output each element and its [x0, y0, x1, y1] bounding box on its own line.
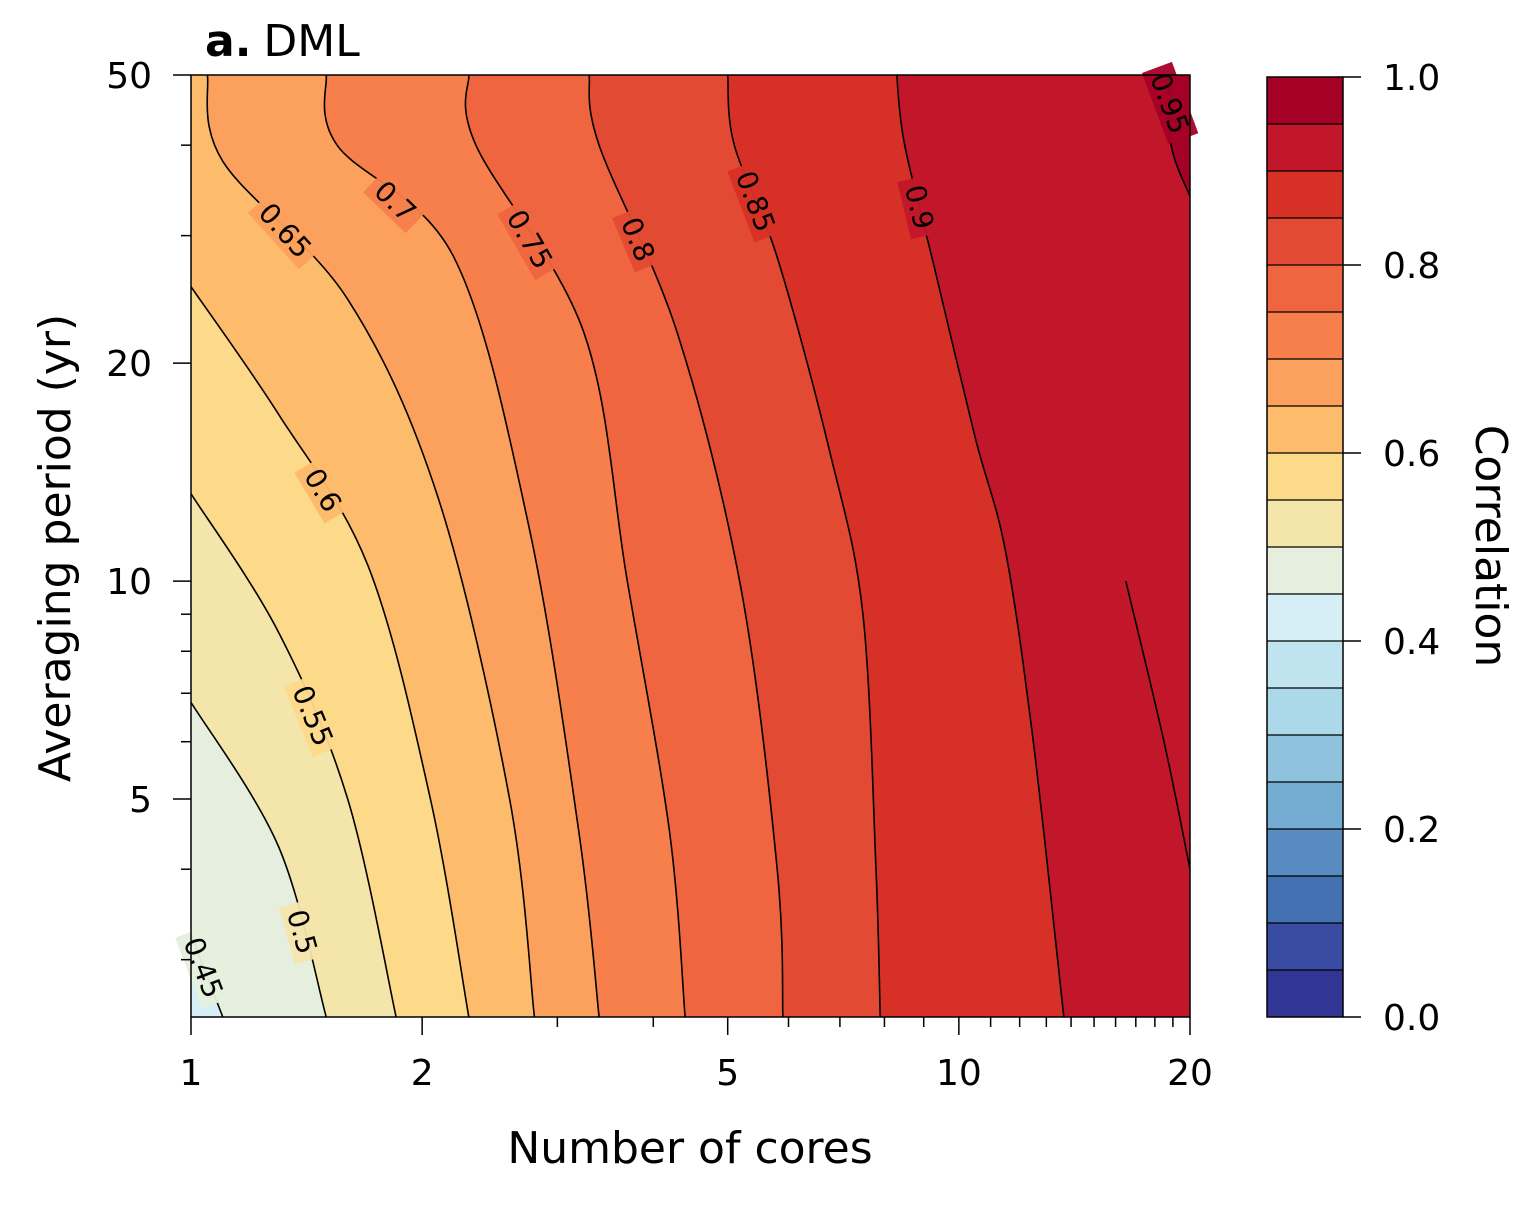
x-tick-label: 2 [411, 1053, 434, 1094]
colorbar-segment [1267, 124, 1343, 172]
colorbar-segment [1267, 782, 1343, 830]
x-tick-label: 5 [716, 1053, 739, 1094]
colorbar-segment [1267, 594, 1343, 642]
x-tick-label: 10 [936, 1053, 982, 1094]
colorbar-tick-label: 0.4 [1383, 622, 1440, 663]
plot-area: 0.450.50.550.60.65 0.70.75 0.80.85 0.90.95 [175, 61, 1199, 1018]
contour-line-0.65 [206, 75, 536, 1017]
plot-frame [190, 74, 1191, 1018]
y-tick-label: 5 [129, 780, 152, 821]
colorbar-segment [1267, 970, 1343, 1018]
contour-line-0.7 [323, 75, 600, 1017]
colorbar-segment [1267, 547, 1343, 595]
colorbar-segment [1267, 406, 1343, 454]
contour-label-bg [897, 174, 943, 240]
colorbar-segment [1267, 312, 1343, 360]
colorbar: 0.0 0.2 0.4 0.6 0.8 1.0 [1266, 58, 1440, 1039]
y-axis: 5 10 20 50 [106, 56, 191, 961]
contour-line-0.95 [1125, 580, 1190, 870]
contour-line-0.5 [191, 701, 327, 1017]
contour-line-0.75 [464, 75, 686, 1017]
x-axis: 1 2 5 10 20 [180, 1017, 1213, 1094]
chart-title-text: DML [263, 16, 360, 67]
y-tick-label: 50 [106, 56, 152, 97]
contour-label-bg [283, 674, 343, 757]
contour-label-bg [612, 205, 665, 273]
colorbar-segment [1267, 218, 1343, 266]
contour-label-bg [247, 191, 323, 270]
contour-labels: 0.450.50.550.60.65 0.70.75 0.80.85 0.90.95 [175, 61, 1199, 1009]
contour-label-bg [727, 159, 785, 243]
colorbar-segment [1267, 923, 1343, 971]
colorbar-segment [1267, 829, 1343, 877]
colorbar-segment [1267, 641, 1343, 689]
contour-label-bg [497, 198, 563, 281]
contour-label-bg [363, 169, 428, 234]
colorbar-segment [1267, 688, 1343, 736]
contour-line-0.8 [588, 75, 784, 1017]
y-axis-title: Averaging period (yr) [30, 314, 81, 782]
contour-label-bg [279, 898, 326, 965]
contour-label-bg [294, 456, 352, 524]
contour-label-group: 0.6 [294, 456, 352, 524]
x-axis-title: Number of cores [507, 1123, 872, 1174]
x-tick-label: 20 [1167, 1053, 1213, 1094]
colorbar-tick-label: 0.0 [1383, 998, 1440, 1039]
colorbar-segment [1267, 265, 1343, 313]
chart-title: a. DML [205, 16, 360, 67]
colorbar-tick-label: 0.2 [1383, 810, 1440, 851]
colorbar-segment [1267, 735, 1343, 783]
colorbar-segment [1267, 359, 1343, 407]
colorbar-tick-label: 1.0 [1383, 58, 1440, 99]
colorbar-frame [1266, 76, 1344, 1018]
filled-contours [191, 75, 1190, 1017]
colorbar-title: Correlation [1465, 425, 1516, 668]
x-tick-label: 1 [180, 1053, 203, 1094]
band-fill-0.9 [896, 75, 1190, 1017]
contour-line-0.9 [895, 75, 1065, 1017]
panel-label: a. [205, 16, 251, 67]
colorbar-segment [1267, 77, 1343, 125]
colorbar-tick-label: 0.6 [1383, 434, 1440, 475]
y-tick-label: 10 [106, 562, 152, 603]
colorbar-segment [1267, 876, 1343, 924]
contour-line-0.6 [191, 286, 470, 1017]
colorbar-tick-label: 0.8 [1383, 246, 1440, 287]
colorbar-segment [1267, 453, 1343, 501]
y-tick-label: 20 [106, 344, 152, 385]
colorbar-segment [1267, 500, 1343, 548]
contour-label-bg [1141, 61, 1199, 145]
colorbar-segment [1267, 171, 1343, 219]
contour-label-bg [175, 926, 233, 1009]
